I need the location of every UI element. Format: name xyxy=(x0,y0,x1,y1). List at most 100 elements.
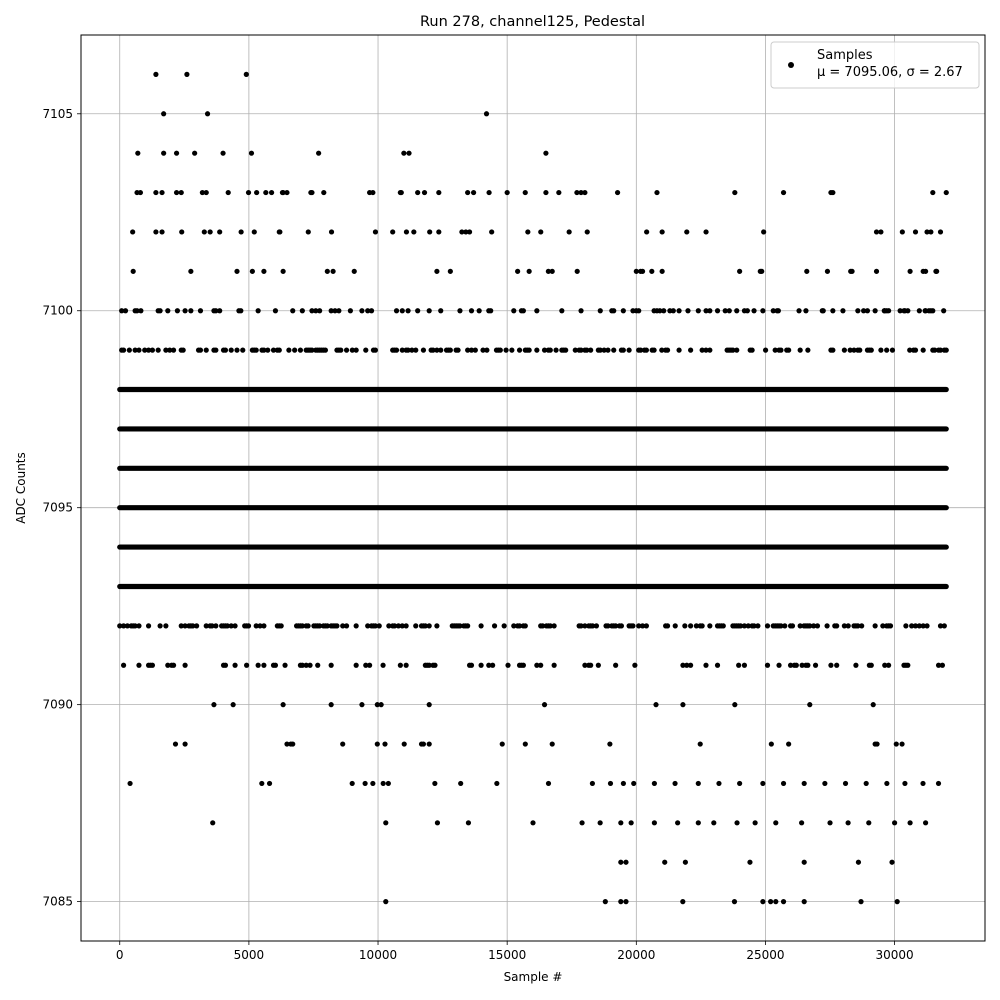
data-point xyxy=(136,662,142,668)
data-point xyxy=(588,347,594,353)
data-point xyxy=(332,308,338,314)
data-point xyxy=(889,347,896,353)
data-point xyxy=(130,229,136,235)
data-point xyxy=(760,308,766,314)
data-point xyxy=(426,623,432,629)
data-point xyxy=(680,702,686,708)
data-point xyxy=(315,662,321,668)
data-point xyxy=(490,662,496,668)
data-point xyxy=(253,623,259,629)
data-point xyxy=(457,308,463,314)
data-point xyxy=(157,308,163,314)
data-point xyxy=(845,820,851,826)
data-point xyxy=(277,229,283,235)
data-point xyxy=(334,623,340,629)
data-point xyxy=(405,347,411,353)
data-point xyxy=(161,111,167,117)
data-point xyxy=(654,189,660,196)
data-point xyxy=(353,347,359,353)
data-point xyxy=(593,623,600,629)
data-point xyxy=(534,662,540,668)
data-point xyxy=(584,229,590,235)
data-point xyxy=(638,347,644,353)
data-point xyxy=(465,347,471,353)
data-point xyxy=(907,347,913,353)
data-point xyxy=(163,623,169,629)
data-point xyxy=(117,623,123,629)
data-point xyxy=(749,347,755,353)
data-point xyxy=(179,229,185,235)
data-point xyxy=(602,899,608,905)
data-point xyxy=(943,347,949,353)
data-point xyxy=(659,347,665,353)
data-point xyxy=(292,347,298,353)
data-point xyxy=(841,347,847,353)
data-point xyxy=(266,780,273,787)
data-point xyxy=(254,189,260,196)
data-point xyxy=(623,899,629,905)
data-point xyxy=(848,268,854,274)
data-point xyxy=(563,347,569,353)
data-point xyxy=(278,623,284,629)
data-point xyxy=(830,347,836,353)
data-point xyxy=(633,268,639,274)
data-point xyxy=(613,662,619,668)
data-point xyxy=(588,662,594,668)
data-point xyxy=(711,820,717,826)
data-point xyxy=(937,347,944,353)
data-point xyxy=(240,347,246,353)
data-point xyxy=(313,308,319,314)
data-point xyxy=(351,268,357,274)
data-point xyxy=(222,347,229,353)
data-point xyxy=(426,662,432,668)
data-point xyxy=(457,623,463,629)
data-point xyxy=(491,623,498,629)
data-point xyxy=(403,229,410,235)
data-point xyxy=(421,189,428,196)
data-point xyxy=(284,741,290,747)
data-point xyxy=(582,662,588,668)
data-point xyxy=(623,859,629,865)
data-point xyxy=(201,229,207,235)
data-point xyxy=(909,623,915,629)
x-tick-label: 15000 xyxy=(488,948,526,962)
data-point xyxy=(336,308,342,314)
data-point xyxy=(420,741,427,747)
data-point xyxy=(244,662,250,668)
data-point xyxy=(873,229,880,235)
data-point xyxy=(286,347,292,353)
data-point xyxy=(682,623,688,629)
legend-series-name: Samples xyxy=(817,48,873,63)
data-point xyxy=(321,189,327,196)
data-point xyxy=(797,347,803,353)
data-point xyxy=(130,268,136,274)
data-point xyxy=(807,623,813,629)
data-point xyxy=(932,347,938,353)
data-point xyxy=(695,780,701,787)
data-point xyxy=(881,308,887,314)
data-point xyxy=(409,347,415,353)
data-point xyxy=(714,308,721,314)
data-point xyxy=(149,662,156,668)
data-point xyxy=(607,780,614,787)
data-point xyxy=(465,820,472,826)
data-point xyxy=(545,268,551,274)
data-point xyxy=(789,623,796,629)
data-point xyxy=(855,623,861,629)
data-point xyxy=(707,623,713,629)
data-point xyxy=(780,899,787,905)
data-point xyxy=(413,623,419,629)
data-point xyxy=(664,347,671,353)
data-point xyxy=(328,662,334,668)
data-point xyxy=(680,662,686,668)
data-point xyxy=(732,702,738,708)
data-point xyxy=(480,347,486,353)
data-point xyxy=(422,623,428,629)
data-point xyxy=(872,308,878,314)
data-point xyxy=(411,229,417,235)
data-point xyxy=(651,820,657,826)
data-point xyxy=(399,347,405,353)
data-point xyxy=(509,347,515,353)
data-point xyxy=(135,150,141,156)
data-point xyxy=(853,662,859,668)
